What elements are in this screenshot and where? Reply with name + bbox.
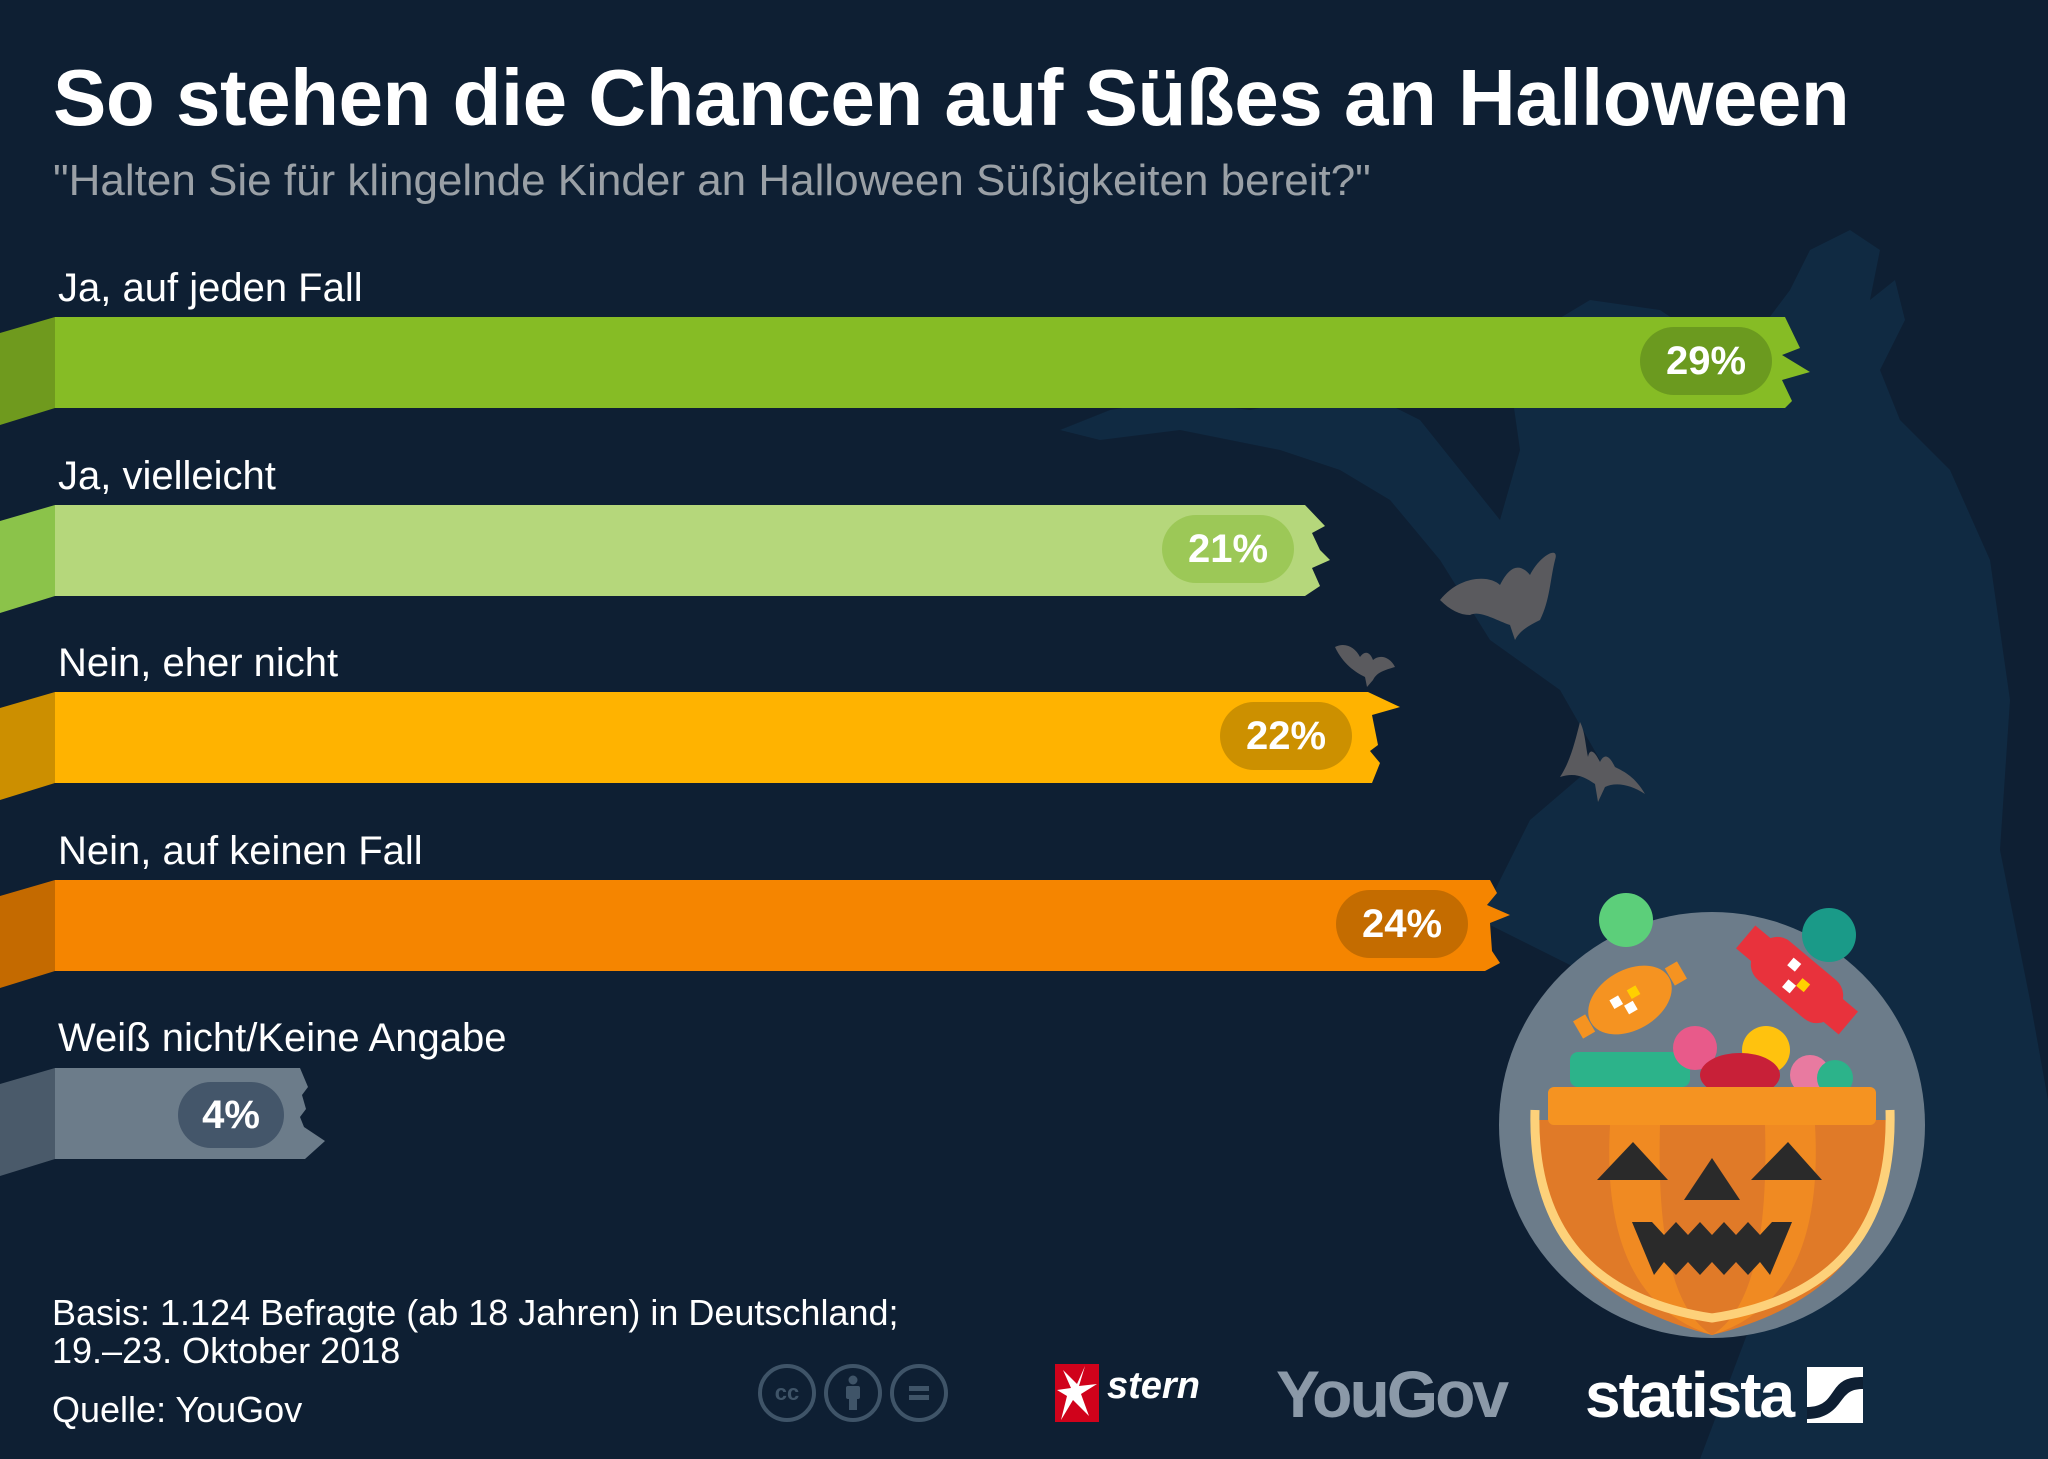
source-note: Quelle: YouGov (52, 1389, 303, 1430)
license-icons: cc (758, 1364, 948, 1422)
value-pill: 22% (1220, 702, 1352, 770)
basis-note-line2: 19.–23. Oktober 2018 (52, 1330, 401, 1371)
bar-label-nein-auf-keinen-fall: Nein, auf keinen Fall (58, 829, 423, 873)
bar-label-ja-vielleicht: Ja, vielleicht (58, 454, 276, 498)
bar-weiss-nicht-keine-angabe (0, 1068, 325, 1176)
pumpkin-candy-basket-illustration (1499, 893, 1925, 1338)
bar-ja-auf-jeden-fall (0, 317, 1810, 425)
bar-label-nein-eher-nicht: Nein, eher nicht (58, 641, 339, 685)
bar-nein-auf-keinen-fall (0, 880, 1510, 988)
statista-mark-icon (1807, 1367, 1864, 1423)
bar-label-weiss-nicht: Weiß nicht/Keine Angabe (58, 1016, 507, 1060)
statista-logo-text: statista (1585, 1359, 1795, 1431)
bar-label-ja-auf-jeden-fall: Ja, auf jeden Fall (58, 266, 363, 310)
value-pill: 21% (1162, 515, 1294, 583)
stern-logo-text: stern (1107, 1364, 1200, 1407)
statista-logo[interactable]: statista (1585, 1358, 1864, 1432)
bat-icon (1560, 722, 1645, 802)
chart-title: So stehen die Chancen auf Süßes an Hallo… (53, 53, 1850, 142)
bar-nein-eher-nicht (0, 692, 1400, 800)
stern-star-icon (1055, 1364, 1099, 1422)
bar-ja-vielleicht (0, 505, 1330, 613)
no-derivatives-icon[interactable] (890, 1364, 948, 1422)
yougov-logo[interactable]: YouGov (1276, 1357, 1509, 1431)
bat-icon (1335, 645, 1395, 687)
basis-note-line1: Basis: 1.124 Befragte (ab 18 Jahren) in … (52, 1292, 899, 1333)
value-pill: 24% (1336, 890, 1468, 958)
stern-logo[interactable]: stern (1055, 1364, 1200, 1422)
attribution-icon[interactable] (824, 1364, 882, 1422)
bat-icon (1440, 552, 1556, 640)
chart-subtitle: "Halten Sie für klingelnde Kinder an Hal… (53, 156, 1371, 205)
value-pill: 29% (1640, 327, 1772, 395)
value-pill: 4% (178, 1082, 284, 1148)
cc-icon[interactable]: cc (758, 1364, 816, 1422)
